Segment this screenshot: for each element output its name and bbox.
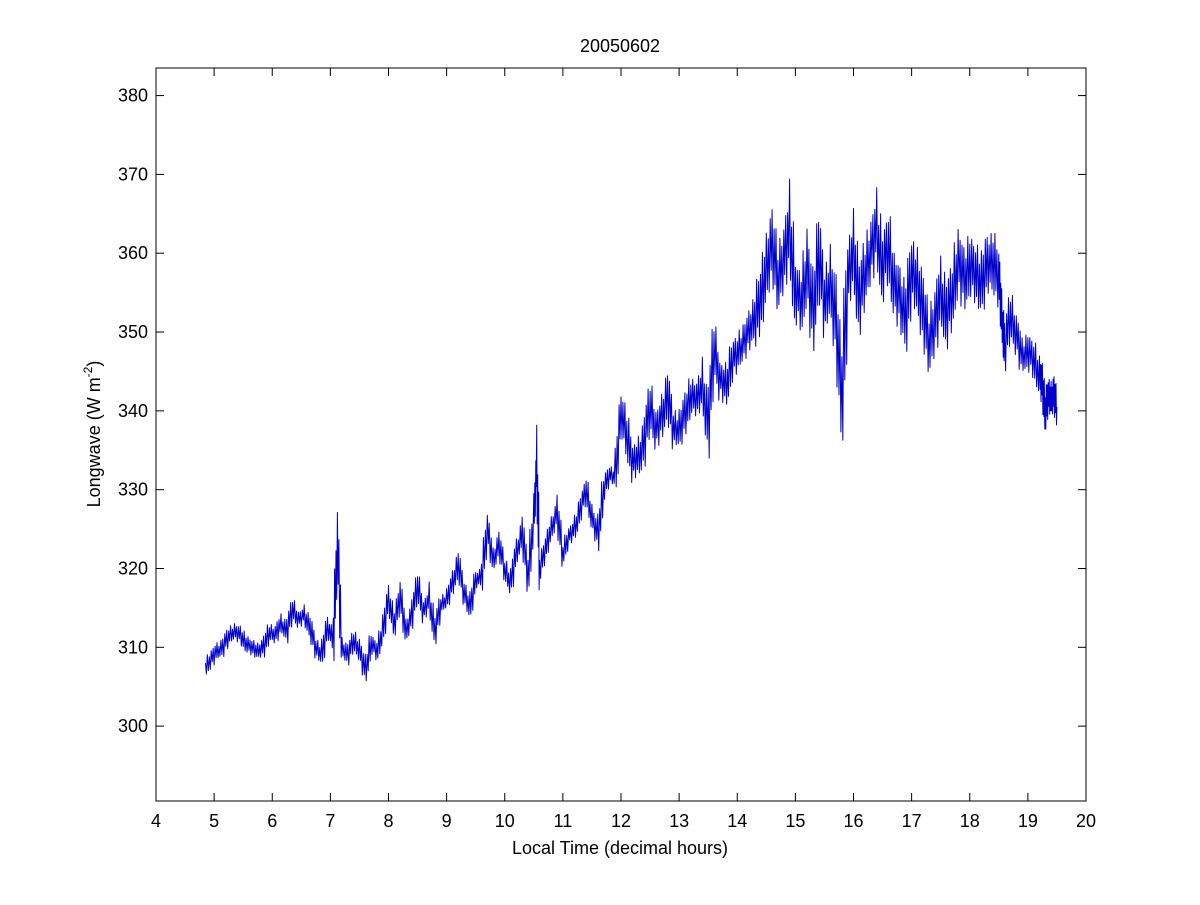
series-line [204,178,1058,682]
y-tick-label-2: 320 [118,558,148,578]
x-tick-label-12: 16 [843,811,863,831]
chart-title: 20050602 [580,36,660,56]
x-tick-label-3: 7 [325,811,335,831]
y-tick-label-8: 380 [118,86,148,106]
x-tick-label-2: 6 [267,811,277,831]
x-tick-label-11: 15 [785,811,805,831]
y-axis-label-main: Longwave (W m [84,377,104,507]
x-tick-label-8: 12 [611,811,631,831]
x-tick-label-5: 9 [442,811,452,831]
x-tick-label-0: 4 [151,811,161,831]
x-tick-label-6: 10 [495,811,515,831]
y-tick-label-1: 310 [118,637,148,657]
y-tick-label-7: 370 [118,164,148,184]
y-tick-label-4: 340 [118,401,148,421]
y-tick-label-0: 300 [118,716,148,736]
y-axis-label-superscript: -2 [81,366,95,377]
y-axis-label-tail: ) [84,361,104,367]
x-axis-label: Local Time (decimal hours) [512,838,728,858]
x-tick-label-1: 5 [209,811,219,831]
y-tick-label-3: 330 [118,480,148,500]
plot-background [156,68,1086,801]
x-tick-label-14: 18 [960,811,980,831]
x-tick-label-13: 17 [902,811,922,831]
x-tick-label-16: 20 [1076,811,1096,831]
x-tick-label-15: 19 [1018,811,1038,831]
x-tick-label-10: 14 [727,811,747,831]
x-tick-label-7: 11 [554,811,573,831]
ticks: 4 5 6 7 8 9 10 11 12 13 14 15 16 17 18 19 20 300 310 320 330… [118,68,1096,831]
y-axis-label: Longwave (W m-2) [81,361,104,508]
y-tick-label-6: 360 [118,243,148,263]
x-tick-label-4: 8 [383,811,393,831]
x-tick-label-9: 13 [669,811,689,831]
plot-frame [155,67,1087,802]
y-tick-label-5: 350 [118,322,148,342]
